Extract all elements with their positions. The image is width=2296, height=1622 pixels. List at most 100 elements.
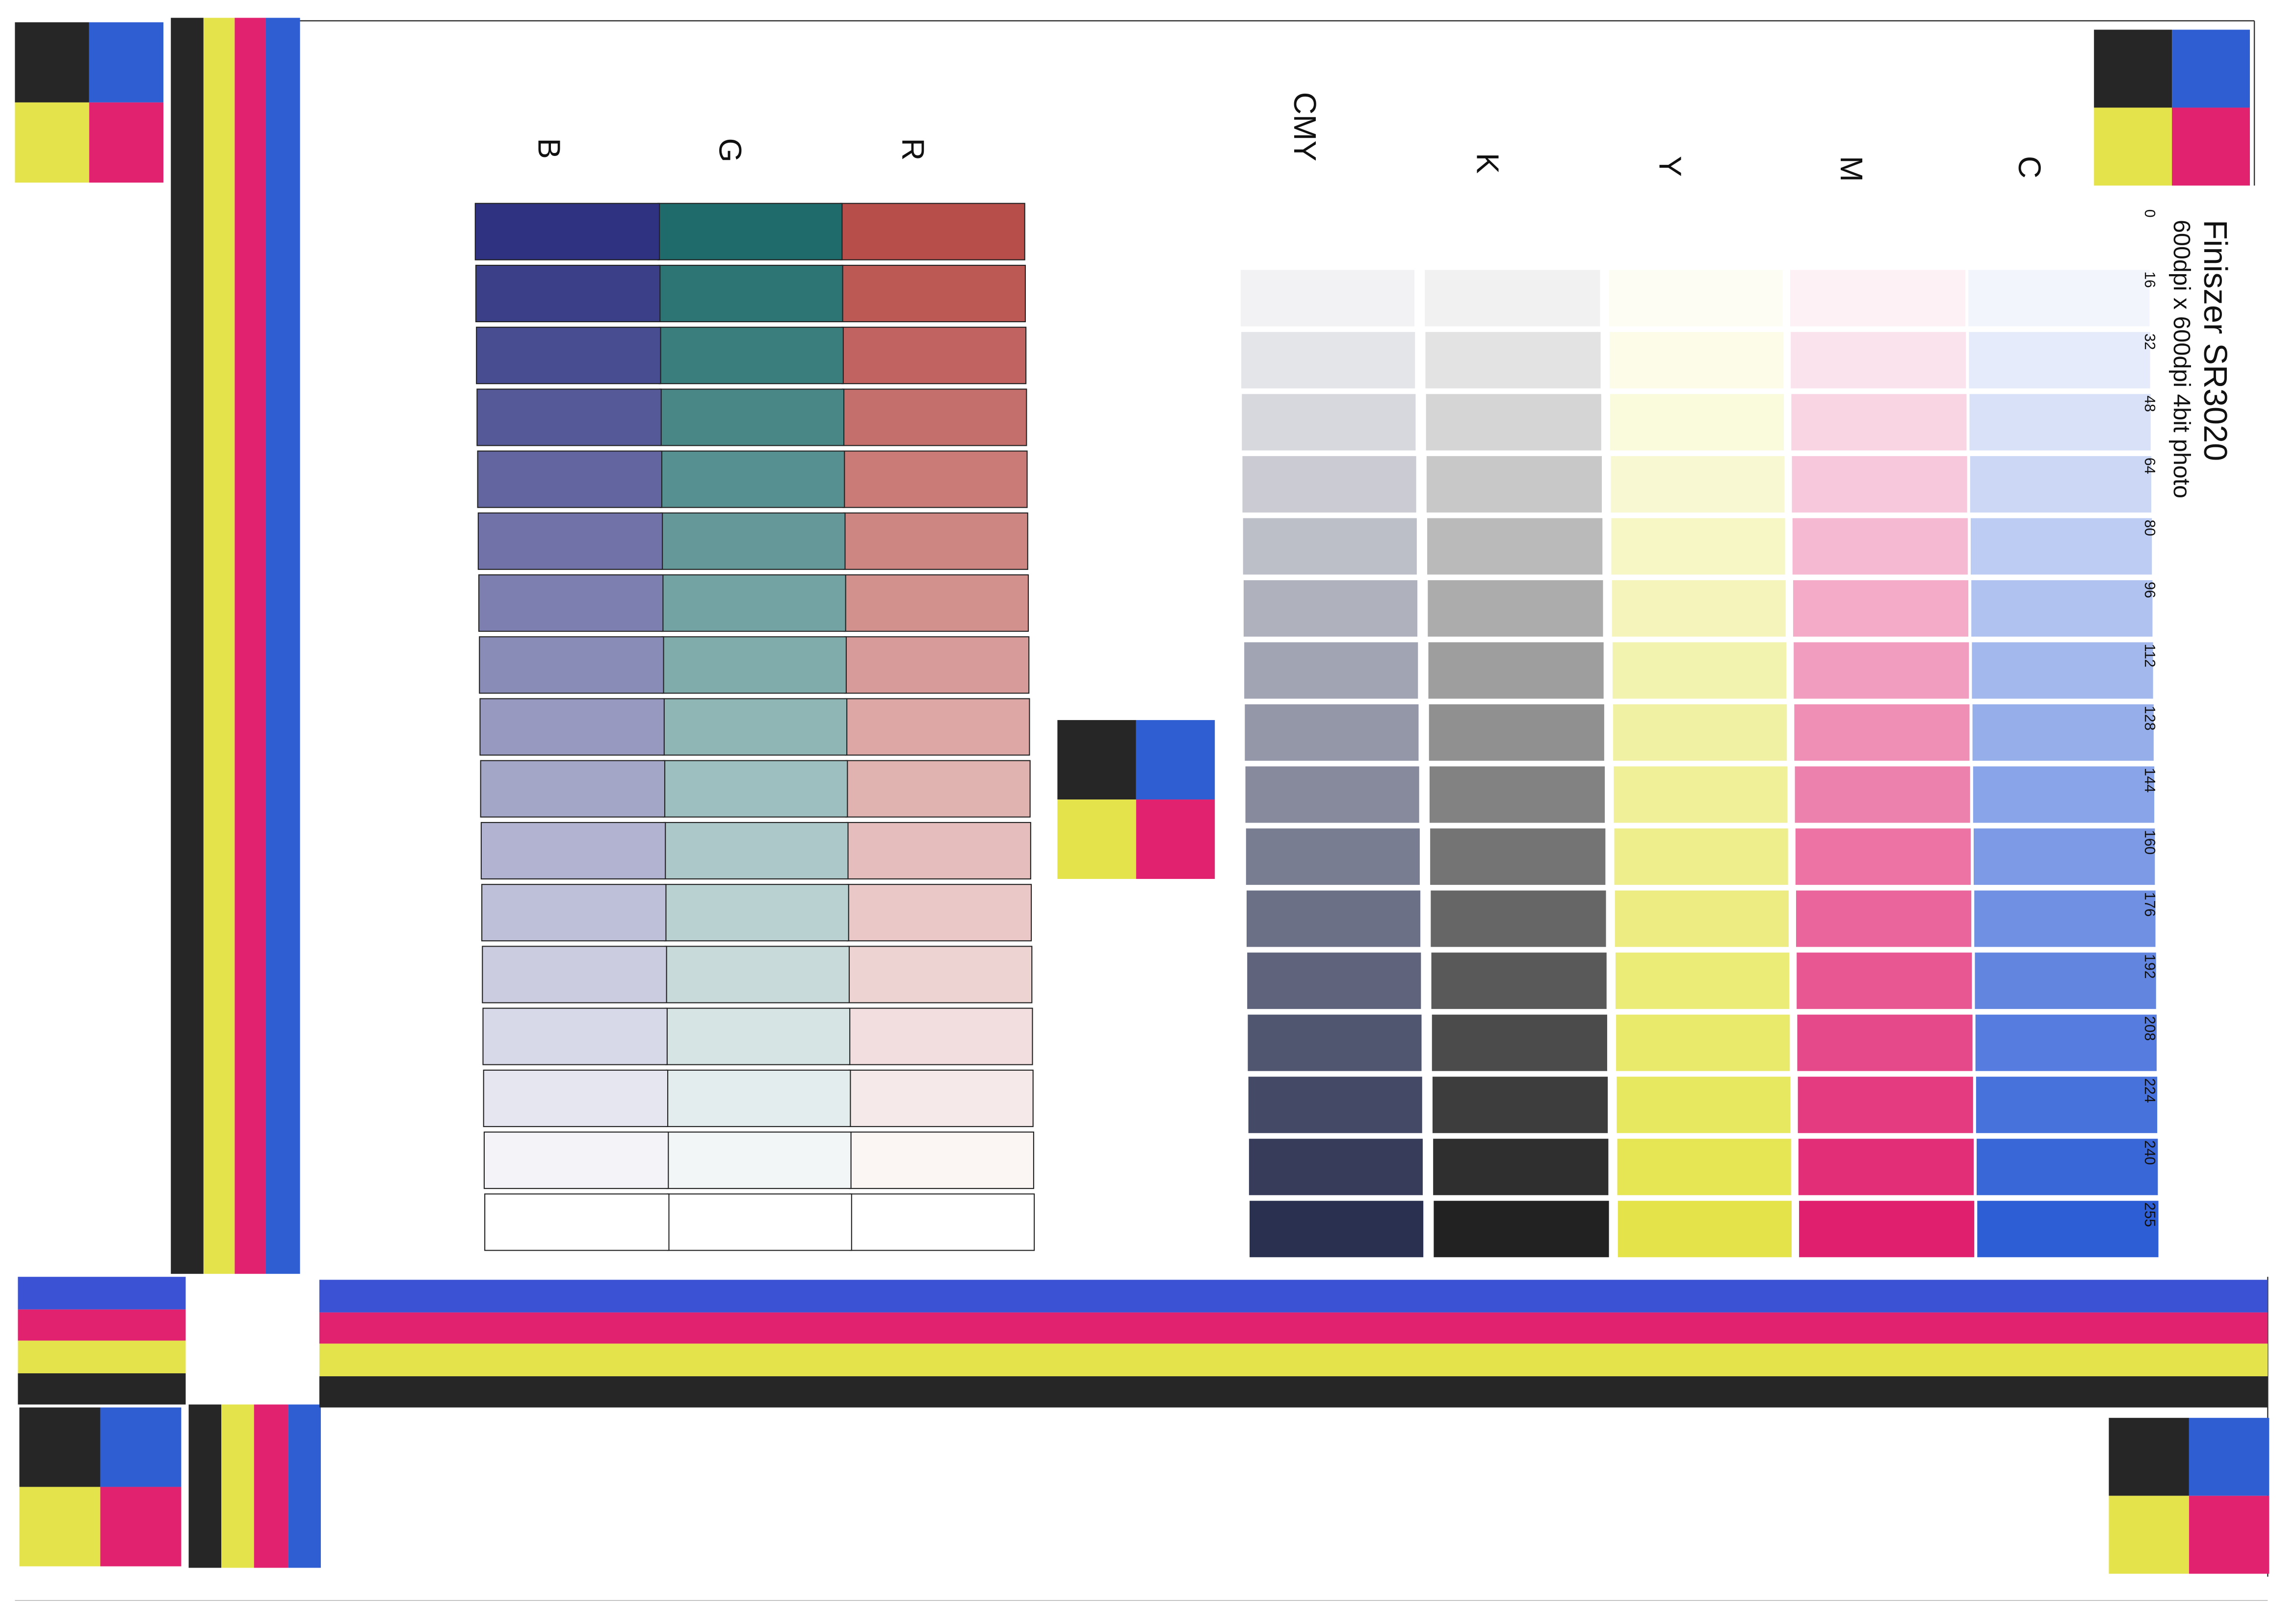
- stripe: [235, 18, 266, 1274]
- patch: [1971, 580, 2153, 637]
- level-label: 192: [2141, 954, 2158, 979]
- subtitle: 600dpi x 600dpi 4bit photo: [2168, 220, 2195, 498]
- patch: [1789, 207, 1965, 264]
- patch: [1616, 1014, 1790, 1071]
- mark-square: [15, 22, 89, 103]
- patch: [1432, 1077, 1608, 1133]
- patch: [1433, 1138, 1609, 1195]
- patch: [1611, 518, 1785, 575]
- patch: [1974, 828, 2155, 885]
- stripe: [188, 1404, 222, 1568]
- mark-square: [2172, 107, 2250, 186]
- mark-square: [89, 102, 164, 183]
- patch: [658, 327, 844, 385]
- patch: [1428, 642, 1604, 699]
- patch: [1610, 394, 1784, 451]
- patch: [1976, 1077, 2158, 1133]
- patch: [1972, 642, 2153, 699]
- patch: [1430, 828, 1606, 885]
- patch: [1799, 1201, 1975, 1258]
- mark-square: [2189, 1417, 2270, 1496]
- patch: [846, 884, 1032, 942]
- patch: [1798, 1077, 1973, 1133]
- stripe: [319, 1280, 2268, 1313]
- patch: [1977, 1201, 2159, 1258]
- patch: [477, 512, 663, 570]
- level-label: 64: [2141, 458, 2158, 474]
- patch: [476, 388, 662, 446]
- patch: [1792, 518, 1968, 575]
- patch: [659, 450, 845, 508]
- title: Finiszer SR3020: [2197, 220, 2233, 461]
- level-label: 112: [2141, 644, 2158, 668]
- mark-square: [2172, 29, 2250, 108]
- patch: [1793, 580, 1969, 637]
- patch: [1608, 207, 1782, 264]
- channel-label: K: [1470, 153, 1505, 174]
- stripe: [288, 1404, 321, 1568]
- patch: [1612, 642, 1787, 699]
- patch: [662, 760, 848, 818]
- patch: [1425, 270, 1600, 327]
- patch: [1245, 704, 1419, 761]
- patch: [1434, 1201, 1609, 1258]
- channel-label: CMY: [1287, 92, 1322, 161]
- patch: [1975, 1014, 2157, 1071]
- mark-square: [100, 1407, 182, 1487]
- patch: [482, 946, 667, 1004]
- mark-square: [1057, 720, 1136, 800]
- patch: [1426, 394, 1601, 451]
- patch: [475, 264, 661, 323]
- patch: [1240, 270, 1415, 327]
- mark-square: [2094, 29, 2172, 108]
- patch: [483, 1132, 669, 1189]
- mark-square: [1057, 799, 1136, 879]
- patch: [848, 1069, 1034, 1127]
- patch: [662, 698, 848, 756]
- patch: [840, 264, 1026, 323]
- mark-square: [89, 22, 164, 103]
- patch: [481, 884, 667, 942]
- patch: [664, 884, 849, 942]
- patch: [661, 574, 846, 632]
- patch: [658, 264, 843, 323]
- patch: [478, 574, 664, 632]
- mark-square: [2109, 1495, 2189, 1574]
- patches: [474, 203, 2159, 1258]
- patch: [840, 203, 1025, 260]
- level-label: 208: [2141, 1016, 2158, 1041]
- patch: [848, 1007, 1033, 1065]
- patch: [484, 1193, 670, 1251]
- patch: [665, 1069, 851, 1127]
- mark-square: [15, 102, 89, 183]
- patch: [844, 636, 1030, 694]
- patch: [1970, 518, 2152, 575]
- patch: [1795, 828, 1971, 885]
- channel-label: G: [713, 138, 748, 162]
- patch: [846, 822, 1031, 880]
- patch: [479, 636, 664, 694]
- patch: [1796, 890, 1972, 947]
- patch: [665, 1007, 851, 1065]
- stripe: [319, 1343, 2268, 1377]
- stripe: [203, 18, 235, 1274]
- patch: [1977, 1138, 2158, 1195]
- patch: [1431, 890, 1606, 947]
- stripe: [18, 1340, 186, 1373]
- patch: [1242, 456, 1416, 513]
- patch: [1969, 332, 2150, 388]
- level-label: 160: [2141, 830, 2158, 855]
- patch: [1615, 890, 1789, 947]
- patch: [1970, 456, 2152, 513]
- patch: [845, 698, 1030, 756]
- patch: [477, 450, 663, 508]
- level-label: 16: [2141, 271, 2158, 288]
- patch: [480, 822, 666, 880]
- patch: [1797, 1014, 1973, 1071]
- patch: [479, 698, 665, 756]
- patch: [845, 760, 1031, 818]
- patch: [1794, 704, 1970, 761]
- patch: [1611, 456, 1785, 513]
